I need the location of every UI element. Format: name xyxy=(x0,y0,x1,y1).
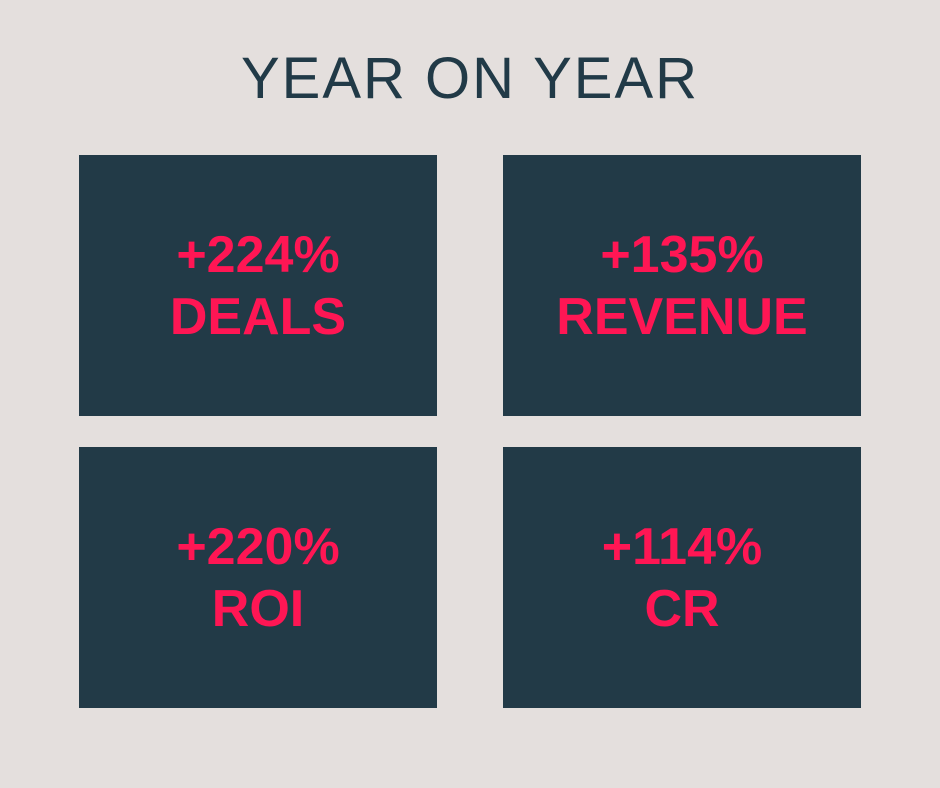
metric-card: +114% CR xyxy=(503,447,861,708)
metric-value: +114% xyxy=(601,517,763,576)
metric-value: +224% xyxy=(176,225,340,284)
title: YEAR ON YEAR xyxy=(240,46,700,111)
metric-card: +220% ROI xyxy=(79,447,437,708)
metric-value: +135% xyxy=(600,225,764,284)
metric-value: +220% xyxy=(176,517,340,576)
metric-label: DEALS xyxy=(169,287,347,346)
metric-card: +224% DEALS xyxy=(79,155,437,416)
metric-label: REVENUE xyxy=(556,287,808,346)
metric-card: +135% REVENUE xyxy=(503,155,861,416)
metric-label: CR xyxy=(644,579,720,638)
metric-label: ROI xyxy=(211,579,305,638)
